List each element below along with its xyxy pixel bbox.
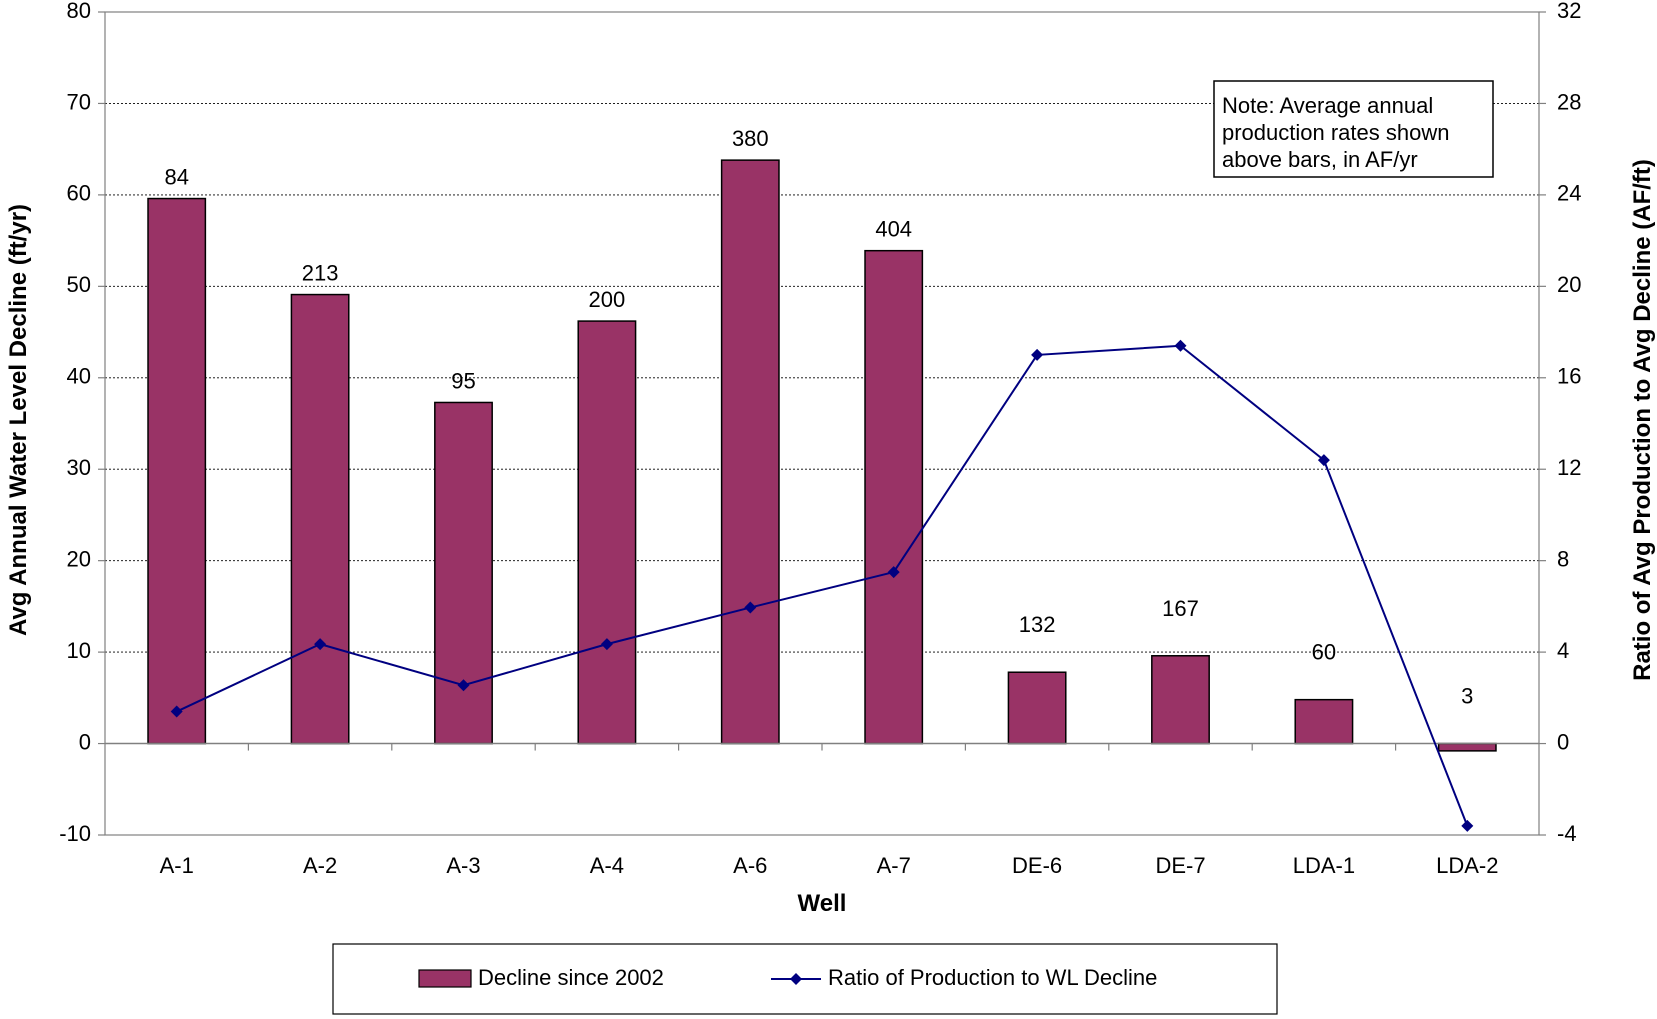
legend-swatch-line (771, 973, 821, 985)
y-tick-label: 70 (67, 89, 91, 114)
y2-tick-label: 8 (1557, 546, 1569, 571)
bar-data-label: 132 (1019, 612, 1056, 637)
category-label: A-6 (733, 853, 767, 878)
line-marker (1031, 348, 1044, 361)
legend-marker (790, 973, 802, 985)
line-marker (1317, 454, 1330, 467)
right-axis-ticks: 32 28 24 20 16 12 8 4 0 -4 (1539, 0, 1581, 846)
y-tick-label: 20 (67, 546, 91, 571)
line-marker (314, 638, 327, 651)
category-label: A-1 (160, 853, 194, 878)
line-marker (744, 601, 757, 614)
bar (147, 197, 207, 745)
note-line-1: Note: Average annual (1222, 93, 1433, 118)
legend-swatch-bar (418, 969, 472, 988)
line-series (170, 339, 1474, 832)
note-box: Note: Average annual production rates sh… (1213, 80, 1494, 178)
bar (1007, 671, 1067, 745)
bar-data-label: 213 (302, 261, 339, 286)
bar-series (147, 159, 1497, 752)
bar (1294, 698, 1354, 745)
bar-data-label: 380 (732, 126, 769, 151)
category-label: LDA-1 (1293, 853, 1355, 878)
bar (1151, 655, 1210, 745)
bar-data-label: 84 (164, 165, 188, 190)
line-marker (1174, 339, 1187, 352)
line-marker (1461, 819, 1474, 832)
y2-tick-label: 20 (1557, 272, 1581, 297)
y2-tick-label: 4 (1557, 638, 1569, 663)
line-marker (887, 566, 900, 579)
series-line (176, 344, 1469, 827)
y2-axis-title: Ratio of Avg Production to Avg Decline (… (1629, 159, 1656, 681)
bar (434, 401, 493, 745)
note-line-2: production rates shown (1222, 120, 1449, 145)
bar-data-label: 95 (451, 368, 475, 393)
category-axis (105, 742, 1539, 751)
y2-tick-label: 16 (1557, 364, 1581, 389)
category-label: A-3 (446, 853, 480, 878)
y2-tick-label: 28 (1557, 89, 1581, 114)
y-tick-label: -10 (59, 821, 91, 846)
y-tick-label: 60 (67, 181, 91, 206)
y2-tick-label: 24 (1557, 181, 1581, 206)
bar (1437, 742, 1497, 752)
plot-area-frame (104, 11, 1540, 836)
legend-label-bar: Decline since 2002 (478, 965, 664, 990)
bar-data-label: 60 (1312, 640, 1336, 665)
y2-tick-label: 12 (1557, 455, 1581, 480)
y-tick-label: 50 (67, 272, 91, 297)
y-tick-label: 80 (67, 0, 91, 23)
x-axis-title: Well (798, 890, 847, 917)
gridlines (105, 102, 1539, 653)
category-label: A-2 (303, 853, 337, 878)
bar-data-labels: 84 213 95 200 380 404 132 167 60 3 (164, 126, 1473, 708)
line-marker (600, 638, 613, 651)
line-marker (170, 705, 183, 718)
bar-data-label: 200 (589, 287, 626, 312)
left-axis-ticks: 80 70 60 50 40 30 20 10 0 -10 (59, 0, 105, 846)
y-tick-label: 30 (67, 455, 91, 480)
y2-tick-label: -4 (1557, 821, 1577, 846)
bar-data-label: 3 (1461, 684, 1473, 709)
category-label: A-7 (877, 853, 911, 878)
legend: Decline since 2002 Ratio of Production t… (332, 943, 1278, 1015)
y-axis-title: Avg Annual Water Level Decline (ft/yr) (5, 204, 32, 636)
category-labels: A-1 A-2 A-3 A-4 A-6 A-7 DE-6 DE-7 LDA-1 LDA-2 (160, 853, 1499, 878)
legend-label-line: Ratio of Production to WL Decline (828, 965, 1157, 990)
y2-tick-label: 0 (1557, 729, 1569, 754)
bar-data-label: 404 (875, 217, 912, 242)
y2-tick-label: 32 (1557, 0, 1581, 23)
bar (577, 320, 637, 745)
line-marker (457, 679, 470, 692)
y-tick-label: 10 (67, 638, 91, 663)
category-label: DE-6 (1012, 853, 1062, 878)
bar (864, 249, 924, 745)
bar (720, 159, 780, 745)
bar-data-label: 167 (1162, 596, 1199, 621)
note-line-3: above bars, in AF/yr (1222, 147, 1418, 172)
category-label: A-4 (590, 853, 624, 878)
category-label: LDA-2 (1436, 853, 1498, 878)
y-tick-label: 0 (79, 729, 91, 754)
category-label: DE-7 (1155, 853, 1205, 878)
bar (290, 293, 350, 745)
y-tick-label: 40 (67, 364, 91, 389)
